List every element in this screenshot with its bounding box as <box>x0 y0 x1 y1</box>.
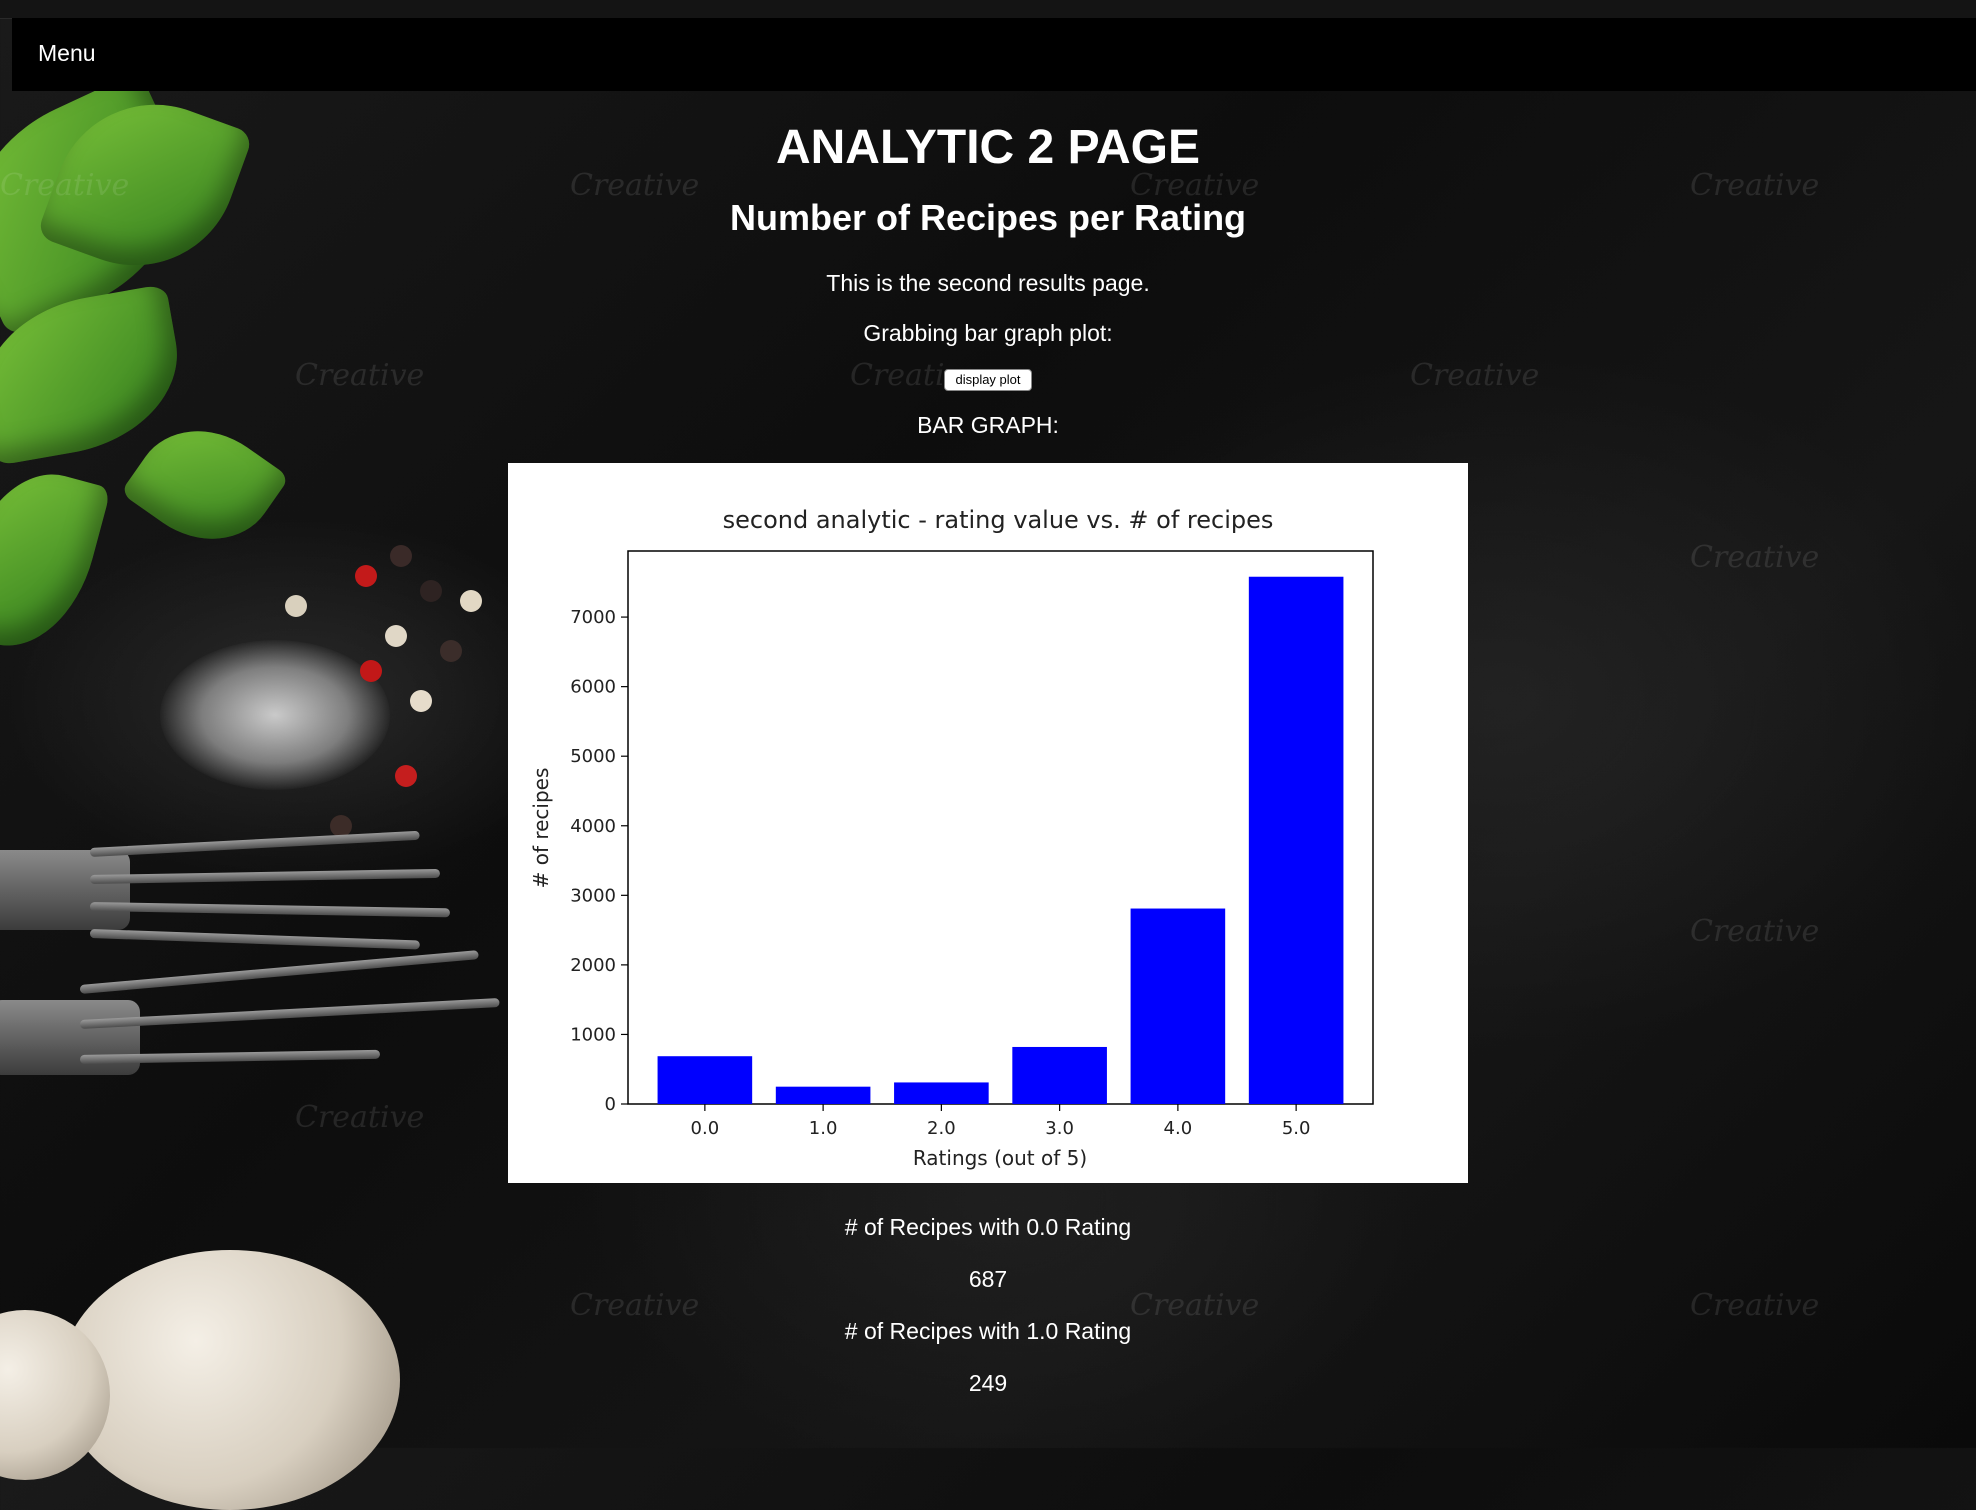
x-axis-label: Ratings (out of 5) <box>913 1146 1087 1170</box>
x-tick-label: 4.0 <box>1164 1118 1193 1139</box>
y-axis: 0 1000 2000 3000 4000 5000 6000 7000 <box>570 607 628 1115</box>
stat-label-rating-1: # of Recipes with 1.0 Rating <box>844 1318 1132 1344</box>
stat-value-rating-1: 249 <box>968 1370 1008 1396</box>
bar-graph-heading: BAR GRAPH: <box>917 412 1059 438</box>
y-tick-label: 5000 <box>570 746 616 767</box>
page-title: ANALYTIC 2 PAGE <box>775 121 1201 174</box>
bar-rating-0.0 <box>657 1056 753 1104</box>
stat-value-rating-0: 687 <box>968 1266 1008 1292</box>
y-axis-label: # of recipes <box>529 768 553 889</box>
menu-link[interactable]: Menu <box>38 40 96 66</box>
x-axis: 0.0 1.0 2.0 3.0 4.0 5.0 <box>691 1104 1311 1139</box>
bar-rating-3.0 <box>1012 1046 1107 1104</box>
x-tick-label: 3.0 <box>1045 1118 1074 1139</box>
x-tick-label: 1.0 <box>809 1118 838 1139</box>
y-tick-label: 0 <box>605 1094 616 1115</box>
y-tick-label: 1000 <box>570 1024 616 1045</box>
x-tick-label: 2.0 <box>927 1118 956 1139</box>
button-row: display plot <box>0 369 1976 391</box>
stat-label-rating-0: # of Recipes with 0.0 Rating <box>844 1214 1132 1240</box>
browser-top-strip <box>0 0 1976 19</box>
y-tick-label: 3000 <box>570 885 616 906</box>
y-tick-label: 6000 <box>570 677 616 698</box>
bar-rating-1.0 <box>775 1086 871 1104</box>
plot-intro-text: Grabbing bar graph plot: <box>863 320 1113 346</box>
bar-chart: second analytic - rating value vs. # of … <box>529 506 1374 1170</box>
display-plot-button[interactable]: display plot <box>944 369 1032 391</box>
chart-title: second analytic - rating value vs. # of … <box>723 506 1274 534</box>
y-tick-label: 7000 <box>570 607 616 628</box>
x-tick-label: 0.0 <box>691 1118 720 1139</box>
navbar: Menu <box>12 18 1976 91</box>
page-subtitle: Number of Recipes per Rating <box>729 197 1247 238</box>
bar-rating-4.0 <box>1130 908 1226 1104</box>
bar-rating-2.0 <box>894 1082 989 1104</box>
y-tick-label: 2000 <box>570 955 616 976</box>
bar-chart-panel: second analytic - rating value vs. # of … <box>508 463 1468 1183</box>
y-tick-label: 4000 <box>570 816 616 837</box>
bar-series <box>657 576 1344 1104</box>
intro-text: This is the second results page. <box>826 270 1150 296</box>
main-content: ANALYTIC 2 PAGE Number of Recipes per Ra… <box>0 91 1976 1397</box>
bar-rating-5.0 <box>1248 576 1344 1104</box>
x-tick-label: 5.0 <box>1282 1118 1311 1139</box>
